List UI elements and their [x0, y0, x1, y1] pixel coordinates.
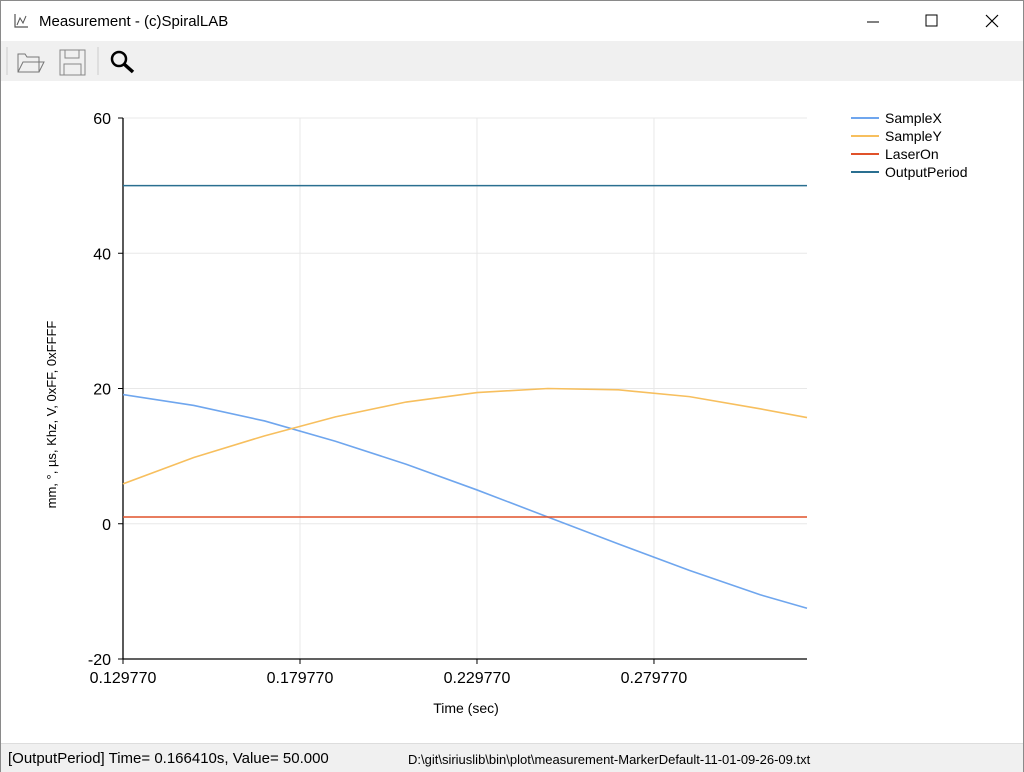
close[interactable] — [985, 14, 999, 28]
y-tick-label: 0 — [102, 517, 111, 534]
status-file: D:\git\siriuslib\bin\plot\measurement-Ma… — [408, 752, 811, 767]
toolbar — [1, 41, 1023, 81]
status-bar: [OutputPeriod] Time= 0.166410s, Value= 5… — [1, 743, 1023, 772]
series-line — [122, 393, 808, 610]
legend-label: LaserOn — [885, 146, 939, 162]
x-tick-label: 0.229770 — [444, 670, 511, 687]
legend-label: SampleY — [885, 128, 942, 144]
toolbar-icons[interactable] — [1, 41, 201, 81]
x-tick-label: 0.129770 — [90, 670, 157, 687]
x-tick-label: 0.179770 — [267, 670, 334, 687]
y-tick-label: 60 — [93, 111, 111, 128]
zoom-button[interactable] — [110, 50, 135, 74]
x-tick-label: 0.279770 — [621, 670, 688, 687]
legend-label: SampleX — [885, 110, 942, 126]
chart: -20 0 20 40 60 0.129770 0.179770 0.229770 0.2797… — [44, 110, 968, 716]
app-icon — [14, 14, 28, 28]
y-tick-label: -20 — [88, 652, 111, 669]
y-tick-label: 40 — [93, 246, 111, 263]
y-tick-label: 20 — [93, 382, 111, 399]
maximize[interactable] — [925, 14, 938, 27]
open-button[interactable] — [17, 53, 45, 73]
legend-label: OutputPeriod — [885, 164, 968, 180]
window-title: Measurement - (c)SpiralLAB — [39, 13, 229, 30]
y-axis-label: mm, °, µs, Khz, V, 0xFF, 0xFFFF — [44, 321, 59, 509]
series-line — [122, 387, 808, 485]
title-bar: Measurement - (c)SpiralLAB — [1, 1, 1023, 41]
status-marker: [OutputPeriod] Time= 0.166410s, Value= 5… — [8, 750, 329, 767]
window-controls[interactable] — [851, 1, 1023, 41]
save-button[interactable] — [59, 49, 86, 76]
x-axis-label: Time (sec) — [433, 700, 499, 716]
